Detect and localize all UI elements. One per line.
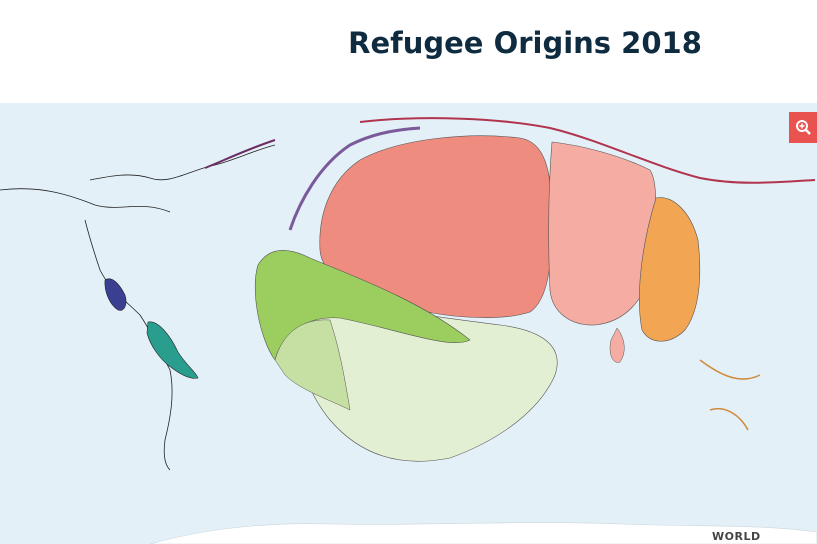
region [274, 319, 351, 411]
landmass [699, 359, 761, 431]
logo-text: MAPPER [712, 542, 767, 544]
zoom-button[interactable] [789, 112, 817, 143]
region [609, 327, 625, 363]
landmass [149, 522, 817, 544]
region [104, 278, 127, 311]
landmass [204, 139, 276, 169]
landmass [0, 144, 276, 213]
zoom-icon [805, 129, 811, 135]
page-title: Refugee Origins 2018 [348, 26, 702, 60]
landmass [359, 117, 816, 184]
region [146, 321, 199, 379]
region [548, 141, 657, 326]
region [254, 249, 471, 361]
zoom-icon [796, 120, 808, 132]
zoom-button-background[interactable] [789, 112, 817, 143]
landmass [288, 126, 421, 231]
region [639, 197, 701, 342]
logo-text: WORLD [712, 530, 761, 543]
